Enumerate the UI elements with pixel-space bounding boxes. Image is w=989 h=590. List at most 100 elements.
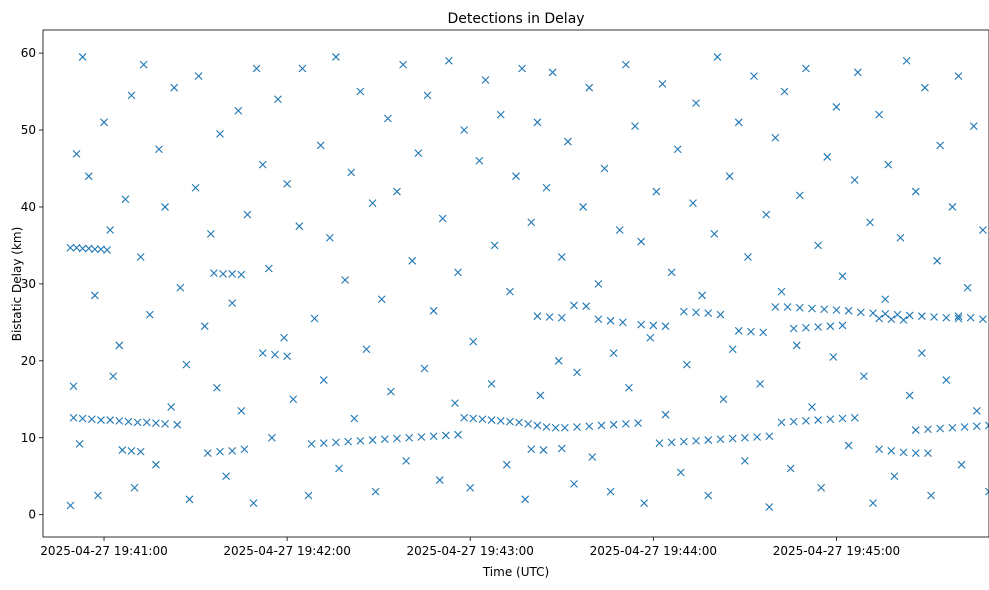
data-point [78,244,87,253]
data-point [573,423,581,431]
data-point [533,421,542,430]
data-point [316,141,325,150]
data-point [609,420,618,429]
data-point [902,56,911,65]
data-point [704,436,713,444]
data-point [551,423,560,432]
data-point [506,287,514,296]
data-point [777,418,786,427]
data-point [911,426,920,434]
data-point [515,418,523,427]
data-point [829,353,838,361]
data-point [542,183,551,192]
data-point [905,391,914,400]
data-point [264,264,273,273]
data-point [765,432,774,441]
data-point [875,314,884,323]
data-point [237,270,246,279]
data-point [206,229,215,238]
data-point [466,483,475,492]
data-point [66,501,75,510]
data-point [118,446,127,454]
data-point [853,68,862,77]
data-point [356,87,365,96]
data-point [429,306,438,315]
data-point [905,311,914,320]
data-point [310,314,319,323]
data-point [655,439,664,448]
data-point [683,360,691,369]
data-point [979,315,987,324]
data-point [570,301,578,310]
data-point [341,276,349,284]
data-point [258,160,267,169]
data-point [90,245,99,254]
data-point [759,328,768,337]
data-point [216,447,224,456]
data-point [570,480,578,488]
data-point [802,416,810,425]
data-point [283,352,292,361]
data-point [423,91,432,100]
data-point [124,417,133,426]
data-point [152,460,160,469]
data-point [917,312,926,321]
data-point [884,160,893,169]
data-point [930,313,938,321]
data-point [97,416,105,424]
data-point [527,218,536,227]
data-point [451,399,459,408]
data-point [969,122,978,131]
data-point [161,203,169,211]
data-point [692,436,700,445]
data-point [539,446,548,454]
data-point [704,491,713,500]
data-point [356,436,365,445]
data-point [542,423,551,431]
data-point [87,415,96,424]
data-points [66,53,989,511]
data-point [637,237,646,246]
data-point [954,312,963,321]
data-point [802,64,810,73]
data-point [380,435,389,444]
data-point [924,425,932,434]
data-point [594,279,603,288]
data-point [280,333,288,342]
data-point [985,487,989,496]
data-point [167,403,176,411]
data-point [771,133,780,142]
data-point [200,322,209,331]
data-point [948,423,957,432]
data-point [383,114,392,123]
data-point [936,141,945,150]
data-point [289,395,298,404]
data-point [142,418,151,427]
data-point [506,417,514,426]
data-point [740,456,749,465]
data-point [954,314,963,323]
data-point [548,68,557,77]
data-point [728,434,737,443]
data-point [109,372,118,381]
data-point [832,103,841,111]
data-point [881,295,890,304]
data-point [347,168,356,177]
data-point [942,313,951,322]
data-point [631,122,639,131]
data-point [588,453,597,461]
data-point [344,437,353,446]
data-point [249,499,258,508]
data-point [438,214,447,223]
data-point [185,495,194,504]
data-point [420,364,429,373]
data-point [475,156,484,165]
data-point [487,380,496,388]
data-point [298,64,307,73]
data-point [100,118,108,127]
data-point [911,449,920,458]
data-point [826,415,835,424]
data-point [692,308,700,317]
data-point [838,414,847,423]
data-point [661,410,670,419]
